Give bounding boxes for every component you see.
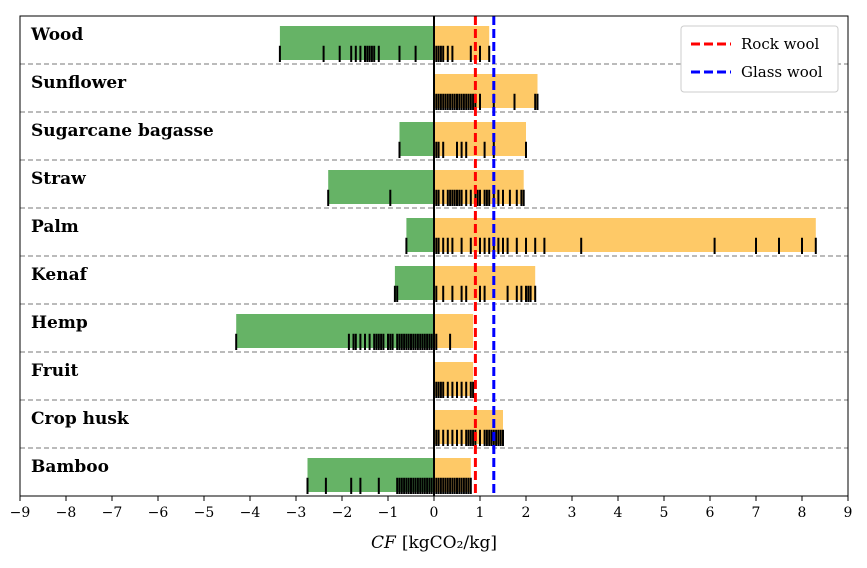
legend: Rock wool Glass wool: [680, 25, 839, 93]
x-tick-label: 7: [752, 505, 761, 521]
x-tick-label: −1: [378, 505, 399, 521]
category-row: Straw: [20, 169, 848, 209]
category-label: Hemp: [31, 313, 88, 333]
negative-range-bar: [328, 170, 434, 204]
legend-entry: Glass wool: [741, 63, 823, 81]
x-tick-label: 6: [706, 505, 715, 521]
category-label: Kenaf: [31, 265, 89, 285]
positive-range-bar: [434, 74, 538, 108]
x-tick-label: 4: [614, 505, 623, 521]
x-tick-label: 3: [568, 505, 577, 521]
positive-range-bar: [434, 362, 474, 396]
category-row: Kenaf: [20, 265, 848, 305]
category-label: Palm: [31, 217, 79, 237]
category-row: Sunflower: [20, 73, 848, 113]
x-tick-label: 9: [844, 505, 853, 521]
category-label: Straw: [31, 169, 86, 189]
positive-range-bar: [434, 218, 816, 252]
reference-lines: [473, 16, 496, 496]
negative-range-bar: [399, 122, 434, 156]
x-tick-label: −7: [102, 505, 123, 521]
x-tick-label: −8: [56, 505, 77, 521]
legend-entry: Rock wool: [741, 35, 819, 53]
x-tick-label: −4: [240, 505, 261, 521]
negative-range-bar: [279, 26, 434, 60]
category-label: Sunflower: [31, 73, 127, 93]
positive-range-bar: [434, 122, 526, 156]
category-rows: Wood Sunflower Sugarcane bagasse Straw Palm K…: [20, 25, 848, 497]
x-axis-label: CF [kgCO₂/kg]: [371, 533, 497, 553]
x-tick-label: −5: [194, 505, 215, 521]
x-tick-label: 2: [522, 505, 531, 521]
category-row: Fruit: [20, 361, 848, 401]
category-row: Hemp: [20, 313, 848, 353]
x-tick-label: −6: [148, 505, 169, 521]
negative-range-bar: [394, 266, 434, 300]
x-tick-label: −3: [286, 505, 307, 521]
x-tick-label: 8: [798, 505, 807, 521]
x-tick-label: −9: [10, 505, 31, 521]
category-row: Palm: [20, 217, 848, 257]
x-tick-label: 0: [430, 505, 439, 521]
category-label: Wood: [30, 25, 83, 45]
category-label: Sugarcane bagasse: [31, 121, 214, 141]
positive-range-bar: [434, 314, 474, 348]
x-axis-ticks: −9 −8 −7 −6 −5 −4 −3 −2 −1 0 1 2 3 4 5 6 7 8 9: [10, 496, 853, 521]
category-label: Fruit: [31, 361, 79, 381]
x-tick-label: 1: [476, 505, 485, 521]
category-row: Sugarcane bagasse: [20, 121, 848, 161]
category-label: Bamboo: [31, 457, 109, 477]
x-tick-label: 5: [660, 505, 669, 521]
category-label: Crop husk: [31, 409, 130, 429]
negative-range-bar: [406, 218, 434, 252]
x-tick-label: −2: [332, 505, 353, 521]
positive-range-bar: [434, 170, 524, 204]
